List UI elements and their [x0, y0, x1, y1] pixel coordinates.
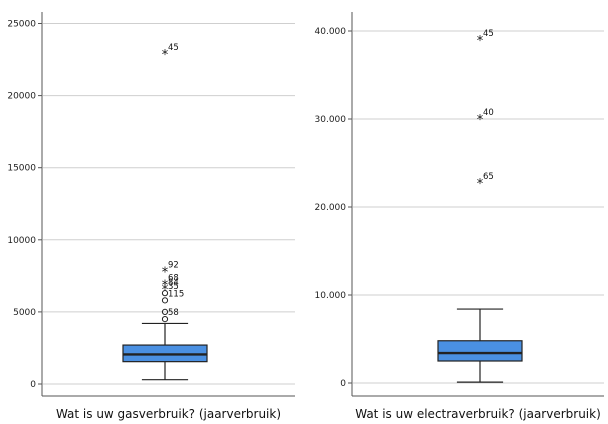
- outlier-label: 84: [168, 278, 179, 288]
- outlier-circle: [161, 297, 169, 304]
- y-tick-label: 15000: [7, 164, 36, 174]
- outlier-label: 35: [168, 282, 179, 292]
- outlier-label: 115: [168, 289, 184, 299]
- y-tick-label: 0: [340, 379, 346, 389]
- outlier-star: *: [162, 266, 169, 281]
- y-tick-label: 5000: [13, 308, 36, 318]
- y-tick-label: 20.000: [315, 203, 347, 213]
- x-axis-title: Wat is uw gasverbruik? (jaarverbruik): [56, 407, 281, 421]
- y-tick-label: 25000: [7, 20, 36, 30]
- outlier-circle: [161, 316, 169, 323]
- outlier-label: 45: [168, 43, 179, 53]
- outlier-label: 40: [483, 108, 494, 118]
- outlier-label: 45: [483, 29, 494, 39]
- outlier-circle: [161, 308, 169, 315]
- outlier-star: *: [477, 113, 484, 128]
- outlier-star: *: [162, 48, 169, 63]
- outlier-star: *: [162, 279, 169, 294]
- y-tick-label: 40.000: [315, 27, 347, 37]
- outlier-label: 65: [483, 172, 494, 182]
- x-axis-title: Wat is uw electraverbruik? (jaarverbruik…: [355, 407, 601, 421]
- y-tick-label: 0: [30, 380, 36, 390]
- outlier-star: *: [477, 177, 484, 192]
- outlier-label: 92: [168, 261, 179, 271]
- y-tick-label: 30.000: [315, 115, 347, 125]
- outlier-star: *: [477, 34, 484, 49]
- y-tick-label: 10000: [7, 236, 36, 246]
- outlier-circle: [161, 290, 169, 297]
- y-tick-label: 20000: [7, 92, 36, 102]
- iqr-box: [437, 340, 523, 362]
- outlier-label: 68: [168, 274, 179, 284]
- y-tick-label: 10.000: [315, 291, 347, 301]
- outlier-label: 58: [168, 308, 179, 318]
